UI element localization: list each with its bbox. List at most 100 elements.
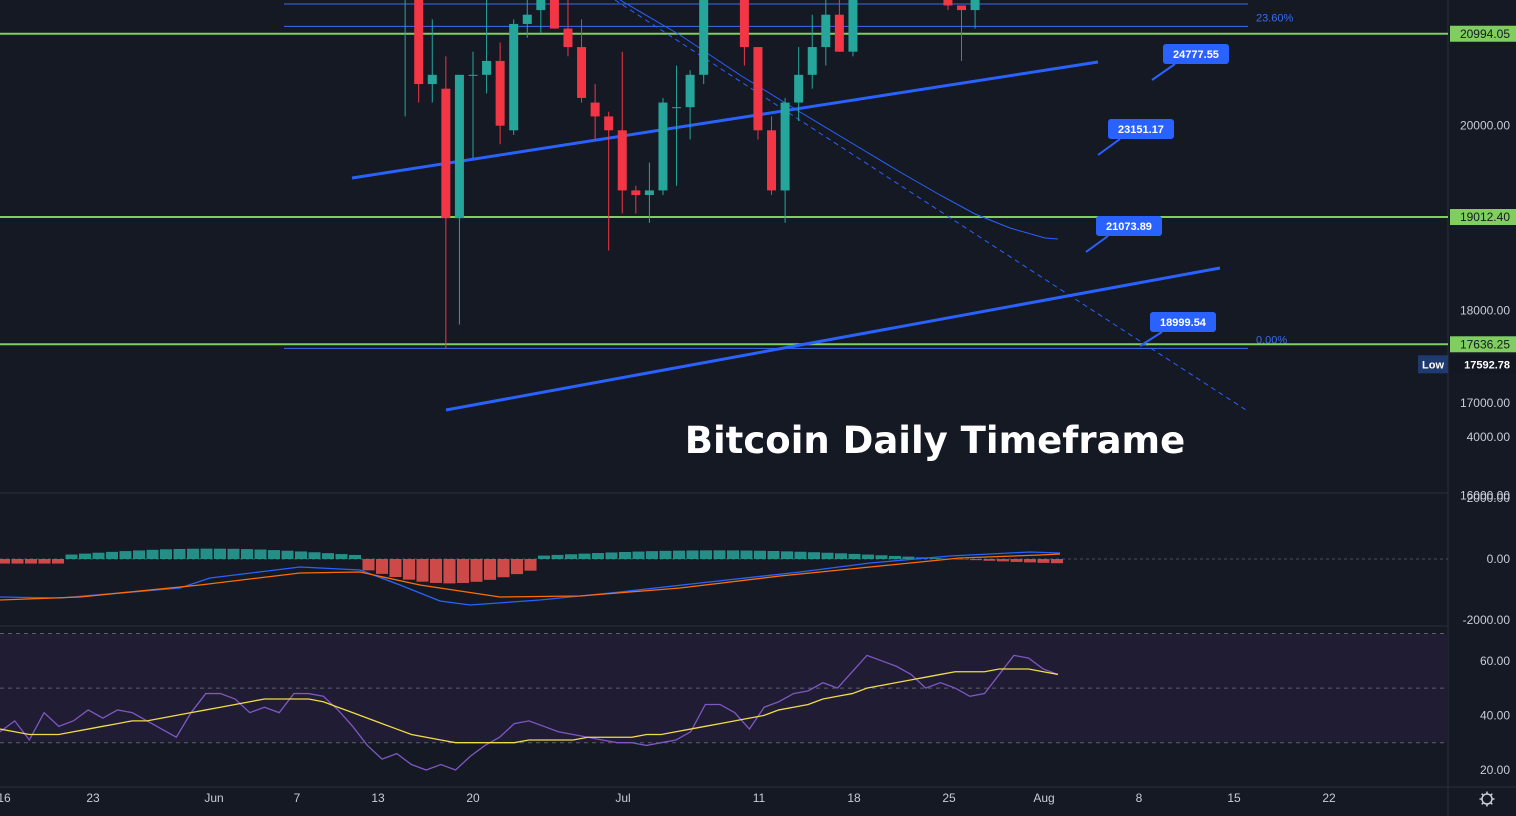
date-tick-label: 22 xyxy=(1322,791,1336,805)
date-tick-label: Aug xyxy=(1033,791,1054,805)
price-level-tag xyxy=(1450,336,1516,353)
macd-histogram-bar xyxy=(727,550,739,559)
macd-histogram-bar xyxy=(295,551,307,559)
macd-histogram-bar xyxy=(106,551,118,559)
macd-tick-label: 4000.00 xyxy=(1467,430,1511,444)
macd-histogram-bar xyxy=(713,550,726,559)
rsi-line xyxy=(0,654,1059,771)
candle[interactable] xyxy=(943,0,953,6)
candle[interactable] xyxy=(848,0,858,52)
rsi-tick-label: 60.00 xyxy=(1480,654,1510,668)
candle[interactable] xyxy=(672,107,682,109)
price-tick-label: 16000.00 xyxy=(1460,489,1510,503)
macd-histogram-bar xyxy=(470,559,483,582)
candle[interactable] xyxy=(807,47,817,75)
macd-histogram-bar xyxy=(1024,559,1036,563)
upper-channel-line[interactable] xyxy=(351,60,1099,180)
callout-label[interactable] xyxy=(1096,216,1162,236)
macd-histogram-bar xyxy=(187,548,199,559)
candle[interactable] xyxy=(549,0,559,29)
price-level-tag xyxy=(1450,209,1516,226)
price-tick-label: 20000.00 xyxy=(1460,119,1510,133)
callout-value: 21073.89 xyxy=(1106,221,1152,233)
macd-histogram-bar xyxy=(376,559,388,574)
candle[interactable] xyxy=(454,74,464,219)
date-tick-label: 15 xyxy=(1227,791,1241,805)
candle[interactable] xyxy=(631,190,641,196)
candle[interactable] xyxy=(658,102,668,191)
macd-histogram-bar xyxy=(497,559,510,578)
date-tick-label: 13 xyxy=(371,791,385,805)
date-tick-label: Jun xyxy=(204,791,223,805)
macd-histogram-bar xyxy=(268,550,280,559)
candle[interactable] xyxy=(617,130,627,191)
macd-histogram-bar xyxy=(511,559,523,575)
candle[interactable] xyxy=(739,0,749,48)
macd-histogram-bar xyxy=(281,550,294,559)
candle[interactable] xyxy=(522,14,532,24)
macd-histogram-bar xyxy=(133,550,145,559)
macd-histogram-bar xyxy=(200,548,213,559)
candle[interactable] xyxy=(414,0,424,85)
date-tick-label: 8 xyxy=(1136,791,1143,805)
macd-histogram-bar xyxy=(997,559,1009,562)
candle[interactable] xyxy=(780,102,790,191)
date-tick-label: 16 xyxy=(0,791,11,805)
callout-pointer xyxy=(1085,235,1109,253)
candle[interactable] xyxy=(577,47,587,98)
macd-histogram-bar xyxy=(79,553,91,559)
candle[interactable] xyxy=(468,74,478,76)
callout-label[interactable] xyxy=(1163,44,1229,64)
candle[interactable] xyxy=(970,0,980,11)
price-level-tag xyxy=(1450,25,1516,42)
gear-icon[interactable] xyxy=(1479,791,1495,807)
macd-histogram-bar xyxy=(241,549,253,559)
candle[interactable] xyxy=(536,0,546,11)
callout-label[interactable] xyxy=(1108,119,1174,139)
candle[interactable] xyxy=(482,60,492,75)
callout-value: 24777.55 xyxy=(1173,49,1219,61)
rsi-tick-label: 40.00 xyxy=(1480,708,1510,722)
candle[interactable] xyxy=(495,60,505,126)
macd-histogram-bar xyxy=(889,555,901,559)
candle[interactable] xyxy=(685,74,695,108)
fib-level-label: 23.60% xyxy=(1256,12,1294,24)
macd-histogram-bar xyxy=(767,551,780,559)
candle[interactable] xyxy=(590,102,600,117)
candle[interactable] xyxy=(957,5,967,11)
candle[interactable] xyxy=(753,47,763,131)
macd-histogram-bar xyxy=(38,559,51,564)
candle[interactable] xyxy=(604,116,614,131)
rsi-ma-line xyxy=(0,668,1059,744)
candle[interactable] xyxy=(794,74,804,103)
candle[interactable] xyxy=(441,88,451,219)
callout-label[interactable] xyxy=(1150,312,1216,332)
macd-histogram-bar xyxy=(389,559,402,578)
rsi-tick-label: 20.00 xyxy=(1480,763,1510,777)
candle[interactable] xyxy=(509,23,519,131)
date-tick-label: 23 xyxy=(86,791,100,805)
macd-tick-label: 0.00 xyxy=(1487,552,1511,566)
candle[interactable] xyxy=(767,130,777,191)
macd-histogram-bar xyxy=(146,549,159,559)
date-tick-label: 18 xyxy=(847,791,861,805)
macd-histogram-bar xyxy=(484,559,496,580)
lower-channel-line[interactable] xyxy=(445,266,1221,412)
low-tag xyxy=(1418,355,1448,374)
macd-histogram-bar xyxy=(700,550,712,559)
candle[interactable] xyxy=(821,14,831,48)
candle[interactable] xyxy=(644,190,654,196)
callout-value: 18999.54 xyxy=(1160,317,1207,329)
macd-histogram-bar xyxy=(430,559,442,583)
candle[interactable] xyxy=(834,14,844,52)
candle[interactable] xyxy=(563,28,573,48)
macd-histogram-bar xyxy=(605,552,618,559)
date-tick-label: 25 xyxy=(942,791,956,805)
candle[interactable] xyxy=(699,0,709,75)
candle[interactable] xyxy=(427,74,437,85)
macd-histogram-bar xyxy=(781,551,793,559)
macd-histogram-bar xyxy=(821,552,834,559)
macd-histogram-bar xyxy=(902,556,915,559)
